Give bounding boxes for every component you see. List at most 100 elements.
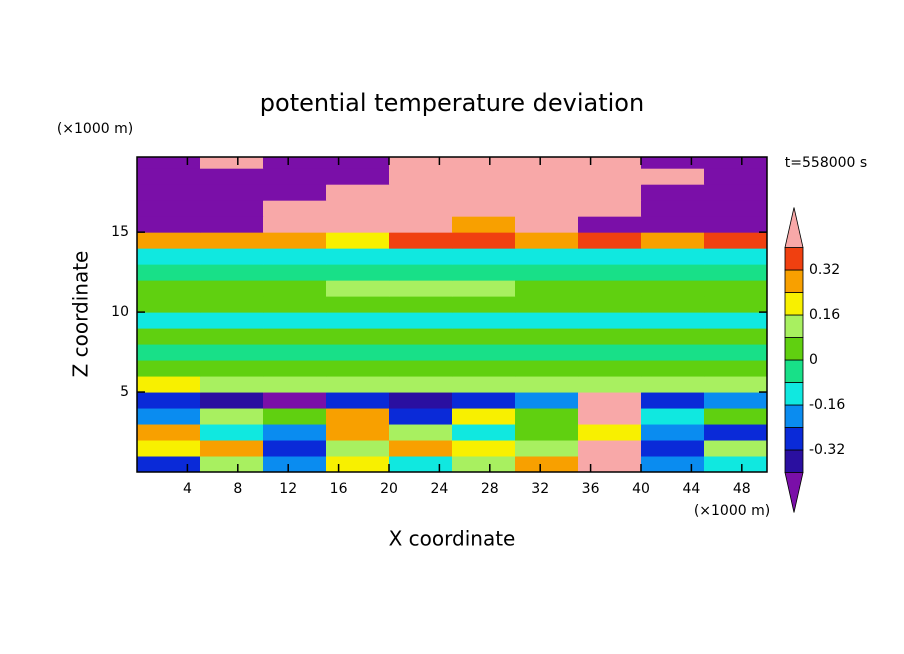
- field-cell: [263, 232, 327, 249]
- field-cell: [704, 184, 767, 201]
- colorbar-band: [784, 292, 804, 316]
- field-cell: [137, 424, 201, 441]
- field-cell: [641, 408, 705, 425]
- field-cell: [515, 392, 579, 409]
- field-cell: [578, 312, 642, 329]
- field-cell: [200, 360, 264, 377]
- x-tick-label: 44: [682, 481, 700, 497]
- field-cell: [578, 360, 642, 377]
- field-cell: [326, 392, 390, 409]
- field-cell: [263, 392, 327, 409]
- x-unit: (×1000 m): [694, 503, 770, 519]
- field-cell: [641, 248, 705, 265]
- field-cell: [641, 296, 705, 313]
- field-cell: [515, 328, 579, 345]
- field-cell: [389, 328, 453, 345]
- field-cell: [326, 248, 390, 265]
- field-cell: [326, 264, 390, 281]
- field-cell: [326, 280, 390, 297]
- field-cell: [137, 248, 201, 265]
- field-cell: [578, 344, 642, 361]
- field-cell: [515, 216, 579, 233]
- x-axis-label: X coordinate: [389, 527, 516, 551]
- field-cell: [578, 264, 642, 281]
- field-cell: [263, 168, 327, 185]
- field-cell: [326, 360, 390, 377]
- field-cell: [704, 232, 767, 249]
- x-tick-label: 40: [632, 481, 650, 497]
- field-cell: [452, 216, 516, 233]
- field-cell: [263, 344, 327, 361]
- field-cell: [389, 392, 453, 409]
- field-cell: [641, 344, 705, 361]
- field-cell: [452, 168, 516, 185]
- field-cell: [704, 456, 767, 472]
- field-cell: [641, 424, 705, 441]
- field-cell: [137, 232, 201, 249]
- field-cell: [704, 168, 767, 185]
- field-cell: [389, 248, 453, 265]
- y-tick-label: 10: [111, 304, 129, 320]
- field-cell: [641, 168, 705, 185]
- field-cell: [326, 376, 390, 393]
- colorbar-band: [784, 269, 804, 293]
- field-cell: [389, 376, 453, 393]
- field-cell: [263, 248, 327, 265]
- field-cell: [704, 200, 767, 217]
- field-cell: [200, 376, 264, 393]
- y-tick-label: 15: [111, 224, 129, 240]
- x-tick-label: 16: [330, 481, 348, 497]
- field-cell: [452, 248, 516, 265]
- field-cell: [263, 280, 327, 297]
- field-cell: [641, 376, 705, 393]
- field-cell: [326, 216, 390, 233]
- field-cell: [326, 328, 390, 345]
- field-cell: [326, 232, 390, 249]
- contour-field: [137, 157, 767, 472]
- field-cell: [578, 168, 642, 185]
- field-cell: [515, 344, 579, 361]
- x-tick-label: 36: [582, 481, 600, 497]
- field-cell: [326, 200, 390, 217]
- x-tick-label: 20: [380, 481, 398, 497]
- field-cell: [452, 392, 516, 409]
- colorbar-band: [784, 247, 804, 271]
- field-cell: [704, 264, 767, 281]
- field-cell: [515, 264, 579, 281]
- field-cell: [578, 328, 642, 345]
- field-cell: [200, 184, 264, 201]
- y-axis-label: Z coordinate: [69, 251, 93, 378]
- field-cell: [641, 200, 705, 217]
- field-cell: [389, 424, 453, 441]
- field-cell: [578, 456, 642, 472]
- field-cell: [578, 232, 642, 249]
- field-cell: [326, 157, 390, 169]
- field-cell: [200, 232, 264, 249]
- x-tick-label: 24: [430, 481, 448, 497]
- field-cell: [263, 360, 327, 377]
- field-cell: [263, 376, 327, 393]
- field-cell: [515, 408, 579, 425]
- field-cell: [452, 440, 516, 457]
- field-cell: [263, 424, 327, 441]
- field-cell: [704, 376, 767, 393]
- field-cell: [515, 157, 579, 169]
- field-cell: [263, 296, 327, 313]
- field-cell: [137, 376, 201, 393]
- field-cell: [578, 216, 642, 233]
- field-cell: [578, 408, 642, 425]
- field-cell: [263, 216, 327, 233]
- field-cell: [137, 440, 201, 457]
- axes: 4 8 12 16 20 24 28 32 36 40 44 4851015-0.32-0.1600.…: [111, 156, 845, 513]
- field-cell: [263, 440, 327, 457]
- field-cell: [137, 157, 201, 169]
- field-cell: [641, 312, 705, 329]
- field-cell: [137, 216, 201, 233]
- colorbar-extend-top: [784, 207, 804, 248]
- field-cell: [578, 424, 642, 441]
- field-cell: [515, 456, 579, 472]
- field-cell: [641, 216, 705, 233]
- field-cell: [515, 248, 579, 265]
- field-cell: [200, 264, 264, 281]
- colorbar-band: [784, 449, 804, 473]
